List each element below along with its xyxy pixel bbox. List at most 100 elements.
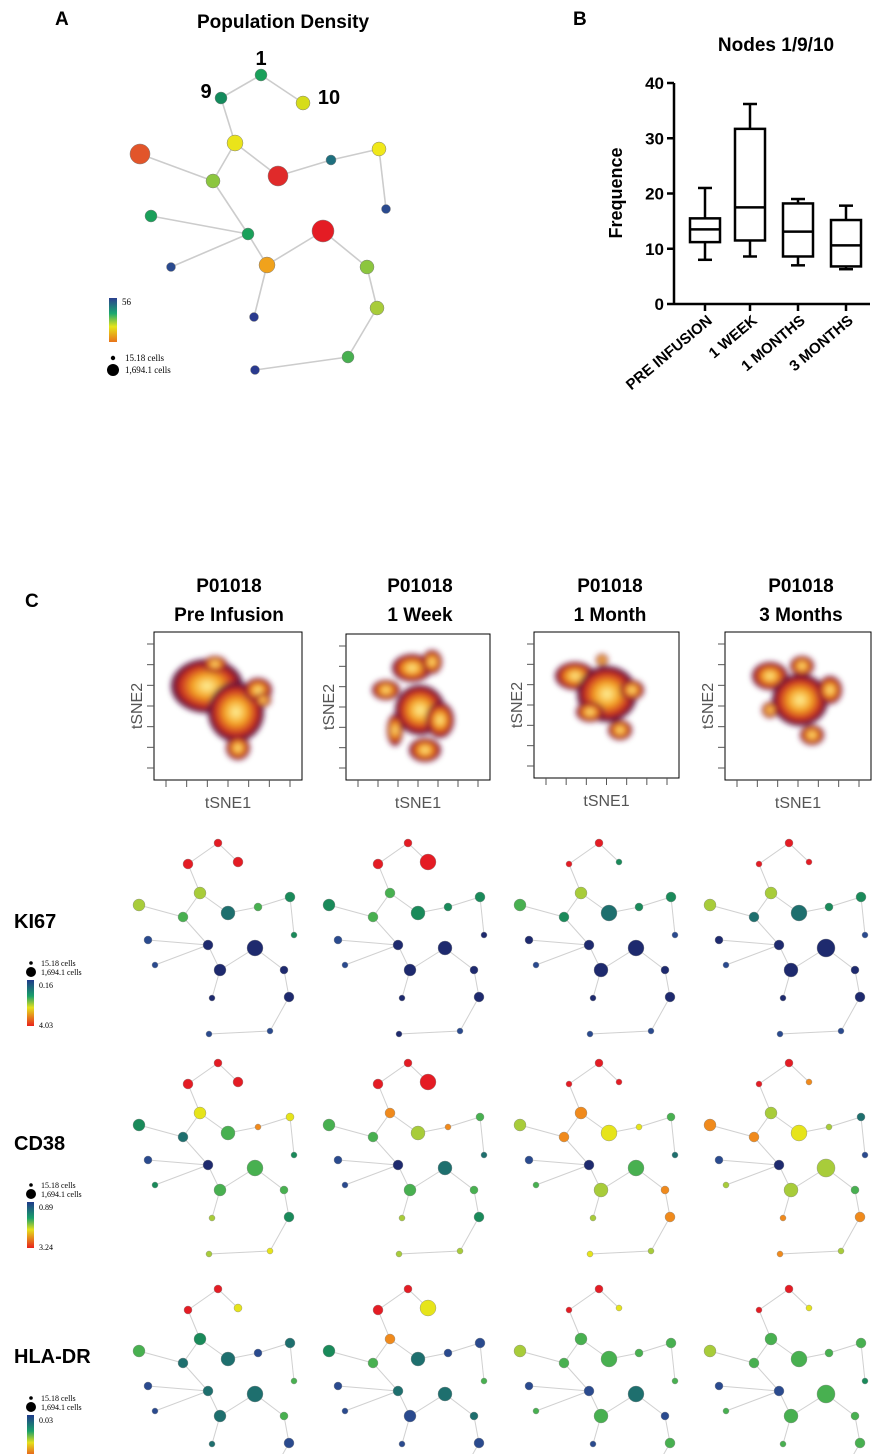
tree-edge	[257, 1342, 291, 1354]
tree-edge	[479, 1116, 485, 1156]
tree-node	[583, 1385, 595, 1397]
tree-node	[341, 350, 355, 364]
tree-edge	[563, 1362, 590, 1392]
tree-node	[474, 1337, 486, 1349]
tree-edge	[535, 1164, 590, 1186]
tree-node	[565, 1306, 573, 1314]
tree-edge	[853, 1442, 861, 1454]
density-blob	[576, 702, 604, 722]
tree-node	[267, 165, 289, 187]
tree-node	[790, 904, 808, 922]
tree-node	[665, 891, 677, 903]
tree-edge	[337, 1159, 399, 1166]
tree-node	[410, 1351, 426, 1367]
tree-node	[283, 1437, 295, 1449]
tree-node	[647, 1027, 655, 1035]
tree-node	[246, 1159, 264, 1177]
tree-node	[290, 1377, 298, 1385]
tree-node	[253, 902, 263, 912]
tree-edge	[372, 1136, 399, 1166]
color-scale-bar	[27, 980, 34, 1026]
tree-node	[205, 173, 221, 189]
tree-node	[783, 1182, 799, 1198]
tree-edge	[182, 1362, 209, 1392]
tree-node	[398, 1214, 406, 1222]
tree-node	[634, 902, 644, 912]
column-timepoint: Pre Infusion	[174, 605, 284, 626]
tree-node	[861, 1151, 869, 1159]
tree-node	[558, 1131, 570, 1143]
tree-edge	[598, 1288, 620, 1309]
tree-edge	[718, 1385, 780, 1392]
y-tick-label: 0	[655, 295, 664, 314]
color-scale-bar	[109, 298, 117, 342]
marker-tree-cd38-3	[513, 1058, 679, 1258]
tree-node	[660, 965, 670, 975]
tree-edge	[377, 842, 409, 865]
tree-node	[384, 1333, 396, 1345]
tree-edge	[187, 1062, 219, 1085]
tree-edge	[779, 1030, 842, 1035]
tree-node	[132, 1344, 146, 1358]
size-legend-max: 1,694.1 cells	[41, 968, 82, 977]
tree-edge	[269, 1216, 290, 1252]
tree-edge	[187, 842, 219, 865]
tree-edge	[598, 842, 620, 863]
tree-node	[524, 1381, 534, 1391]
population-density-tree	[129, 68, 391, 375]
tree-node	[403, 1409, 417, 1423]
tree-edge	[758, 842, 790, 865]
panel-a-title: Population Density	[197, 12, 370, 33]
tree-edge	[589, 1250, 652, 1255]
tree-node	[589, 994, 597, 1002]
tree-edge	[663, 1442, 671, 1454]
tree-node	[214, 91, 228, 105]
tree-node	[372, 1304, 384, 1316]
tree-node	[341, 961, 349, 969]
tree-node	[513, 898, 527, 912]
tree-node	[755, 1306, 763, 1314]
tree-node	[671, 931, 679, 939]
marker-tree-hla-dr-1	[132, 1284, 298, 1454]
tree-node	[594, 1284, 604, 1294]
tree-node	[208, 994, 216, 1002]
tree-edge	[860, 1116, 866, 1156]
tree-node	[480, 931, 488, 939]
tree-edge	[217, 1288, 239, 1309]
tree-node	[371, 141, 387, 157]
density-blob	[203, 656, 227, 672]
tree-node	[574, 1332, 588, 1346]
tsne-ylabel: tSNE2	[700, 683, 717, 729]
tree-node	[574, 886, 588, 900]
box-4	[829, 204, 863, 271]
tree-node	[132, 1118, 146, 1132]
tree-node	[367, 911, 379, 923]
column-headers: P01018 Pre Infusion P01018 1 Week P01018 1 Mo…	[174, 576, 843, 626]
tree-node	[480, 1151, 488, 1159]
tree-node	[392, 1385, 404, 1397]
tree-node	[474, 891, 486, 903]
tree-edge	[138, 904, 184, 918]
tree-node	[664, 991, 676, 1003]
tree-node	[722, 1181, 730, 1189]
color-scale-max: 56	[122, 297, 132, 307]
size-legend-small	[29, 961, 33, 965]
tree-node	[825, 1123, 833, 1131]
tree-node	[443, 902, 453, 912]
tree-node	[773, 939, 785, 951]
tree-edge	[670, 896, 676, 936]
tree-node	[589, 1440, 597, 1448]
tree-edge	[330, 148, 380, 161]
tree-node	[193, 886, 207, 900]
tree-node	[558, 911, 570, 923]
tree-edge	[220, 74, 262, 99]
column-timepoint: 1 Month	[574, 605, 647, 626]
tree-edge	[779, 1250, 842, 1255]
tree-node	[722, 1407, 730, 1415]
tree-node	[254, 68, 268, 82]
tree-node	[232, 1076, 244, 1088]
panel-a-legend: 56 15.18 cells 1,694.1 cells	[107, 297, 171, 376]
marker-tree-ki67-1	[132, 838, 298, 1038]
node-label-9: 9	[200, 81, 211, 103]
tree-node	[220, 1125, 236, 1141]
